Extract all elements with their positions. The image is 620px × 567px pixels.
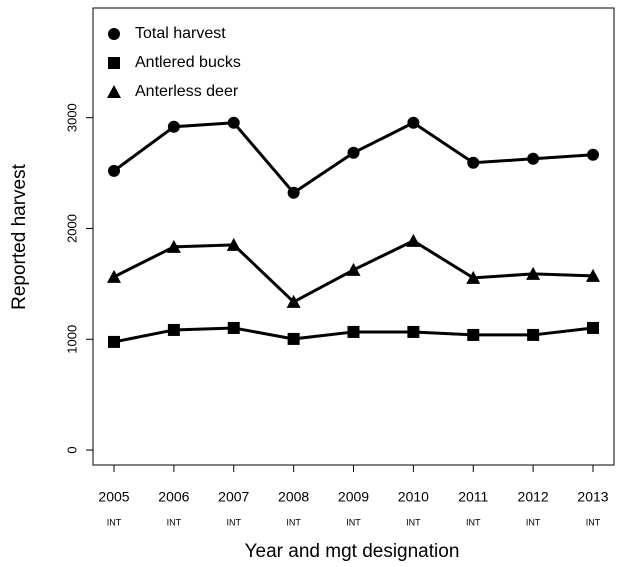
y-tick-label: 2000 xyxy=(64,214,79,243)
marker xyxy=(407,325,420,338)
x-tick-sublabel: INT xyxy=(286,517,301,527)
marker xyxy=(108,28,120,40)
x-tick-sublabel: INT xyxy=(466,517,481,527)
marker xyxy=(467,328,480,341)
x-tick-label: 2007 xyxy=(218,489,249,505)
x-tick-label: 2006 xyxy=(158,489,189,505)
x-tick-label: 2011 xyxy=(458,489,488,505)
marker xyxy=(167,323,180,336)
legend-label: Total harvest xyxy=(135,25,226,42)
x-tick-label: 2012 xyxy=(518,489,549,505)
x-tick-label: 2013 xyxy=(577,489,608,505)
y-tick-label: 0 xyxy=(64,446,79,453)
marker xyxy=(527,152,540,165)
x-tick-sublabel: INT xyxy=(586,517,601,527)
marker xyxy=(406,233,421,247)
x-tick-label: 2009 xyxy=(338,489,369,505)
marker xyxy=(107,269,121,283)
marker xyxy=(587,148,599,161)
marker xyxy=(346,262,361,276)
legend-label: Antlered bucks xyxy=(135,54,241,71)
marker xyxy=(226,237,241,251)
y-axis-title: Reported harvest xyxy=(9,163,30,309)
y-tick-label: 1000 xyxy=(64,325,79,354)
marker xyxy=(108,335,120,348)
marker xyxy=(227,321,240,334)
x-tick-sublabel: INT xyxy=(107,517,122,527)
marker xyxy=(227,116,240,129)
marker xyxy=(287,186,300,199)
marker xyxy=(167,120,180,133)
x-tick-label: 2010 xyxy=(398,489,429,505)
marker xyxy=(347,146,360,159)
legend-label: Anterless deer xyxy=(135,83,239,100)
marker xyxy=(587,321,599,334)
x-axis-title: Year and mgt designation xyxy=(245,541,460,562)
marker xyxy=(586,268,600,282)
x-tick-sublabel: INT xyxy=(526,517,541,527)
marker xyxy=(107,85,121,98)
x-tick-sublabel: INT xyxy=(227,517,242,527)
x-tick-sublabel: INT xyxy=(406,517,421,527)
plot-frame xyxy=(92,7,615,466)
marker xyxy=(526,266,541,280)
marker xyxy=(347,325,360,338)
x-tick-label: 2008 xyxy=(278,489,309,505)
marker xyxy=(108,164,120,177)
x-tick-label: 2005 xyxy=(98,489,129,505)
x-tick-sublabel: INT xyxy=(167,517,182,527)
x-tick-sublabel: INT xyxy=(346,517,361,527)
marker xyxy=(286,294,301,308)
marker xyxy=(527,328,540,341)
marker xyxy=(467,156,480,169)
marker xyxy=(407,116,420,129)
marker xyxy=(287,332,300,345)
marker xyxy=(166,239,181,253)
y-tick-label: 3000 xyxy=(64,103,79,132)
marker xyxy=(108,57,120,69)
marker xyxy=(466,270,481,284)
